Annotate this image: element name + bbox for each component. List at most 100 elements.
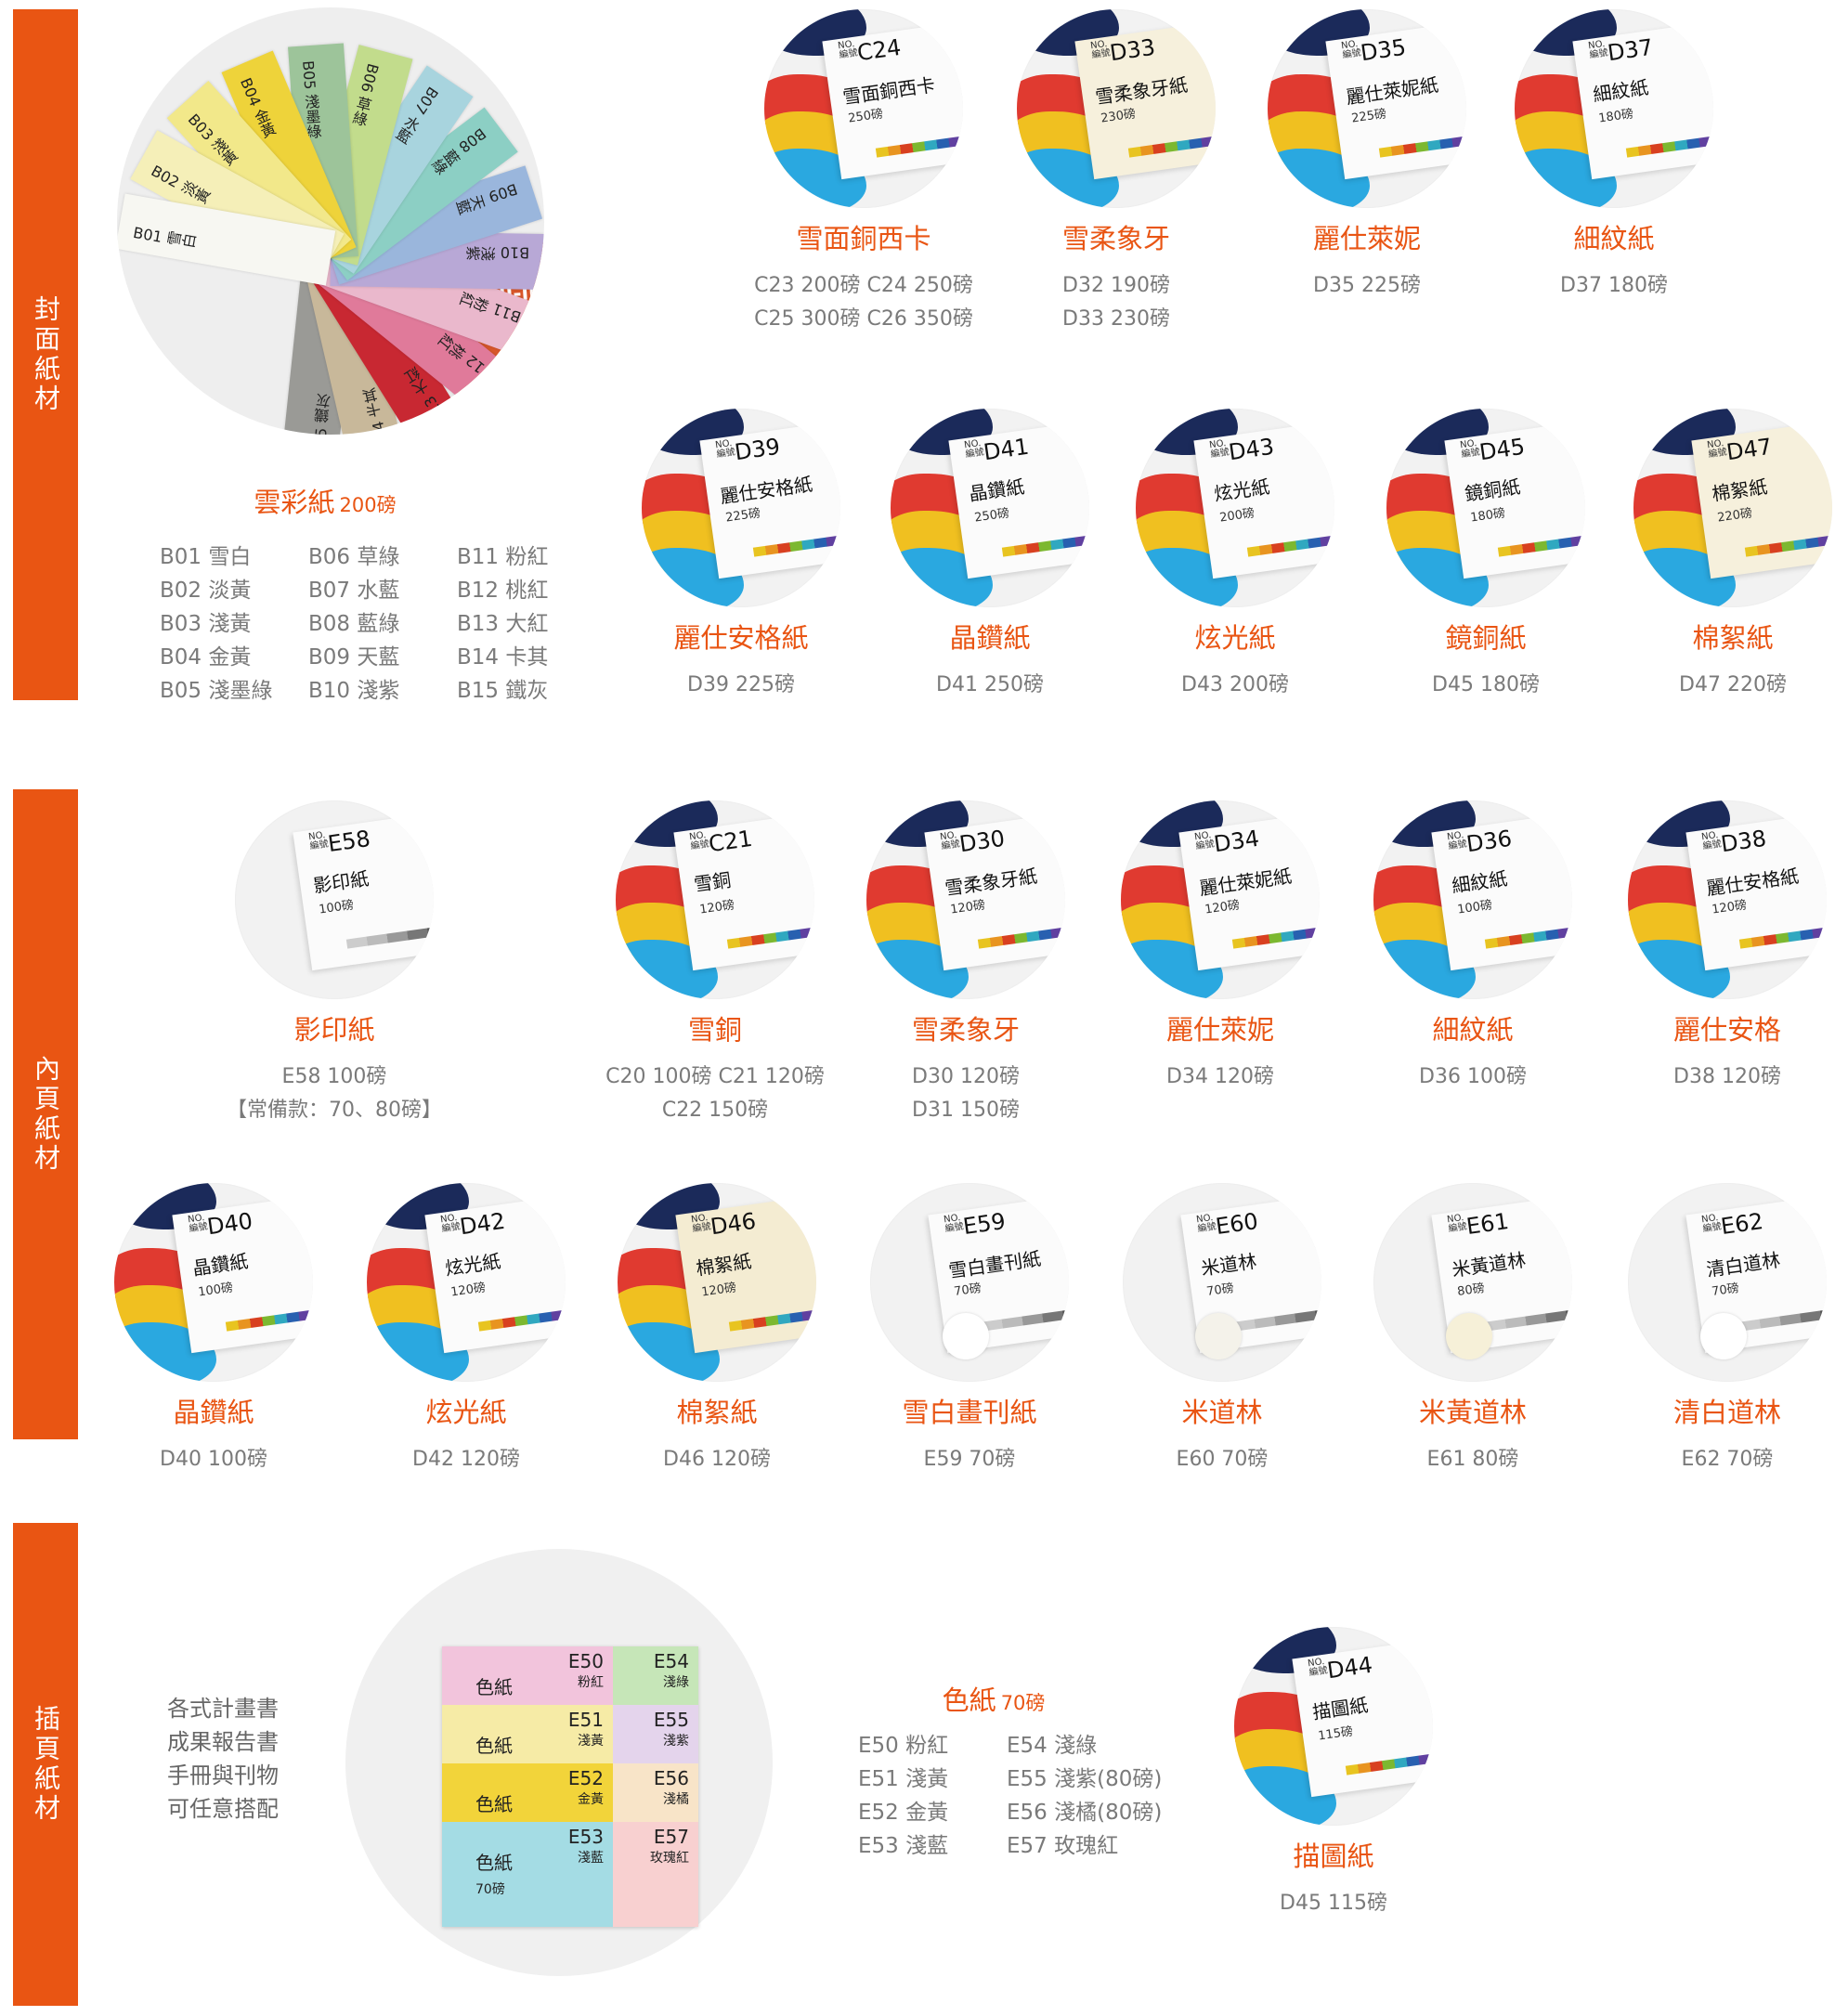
paper-detail: C23 200磅 C24 250磅 C25 300磅 C26 350磅: [754, 274, 973, 331]
color-card-cell: E53 淺藍 色紙 70磅: [442, 1822, 613, 1927]
paper-swatch: NO. 編號 E58 影印紙 100磅 影印紙 E58 100磅 【常備款：70、80磅】: [214, 800, 455, 1127]
paper-swatch: NO. 編號 D42 炫光紙 120磅 炫光紙 D42 120磅: [345, 1183, 587, 1476]
paper-name: 麗仕安格: [1672, 1014, 1781, 1046]
paper-swatch: NO. 編號 D40 晶鑽紙 100磅 晶鑽紙 D40 100磅: [93, 1183, 334, 1476]
paper-swatch: NO. 編號 D37 細紋紙 180磅 細紋紙 D37 180磅: [1493, 9, 1735, 303]
color-card-code: E55: [653, 1709, 689, 1731]
cloud-paper-fan-photo: B15 鐵灰 B14 卡其 B13 大紅 B12 桃紅 B11 粉紅 B10 淺紫 B09 …: [117, 7, 544, 435]
color-card-cell: E57 玫瑰紅: [613, 1822, 698, 1927]
paper-swatch-photo: NO. 編號 E60 米道林 70磅: [1123, 1183, 1321, 1382]
paper-detail: E61 80磅: [1426, 1448, 1519, 1471]
paper-swatch: NO. 編號 D30 雪柔象牙紙 120磅 雪柔象牙 D30 120磅 D31 150磅: [845, 800, 1087, 1127]
paper-name: 雪銅: [687, 1014, 742, 1046]
paper-name: 米道林: [1181, 1397, 1263, 1428]
paper-swatch-photo: NO. 編號 D44 描圖紙 115磅: [1234, 1627, 1433, 1826]
insert-use-item: 各式計畫書: [167, 1696, 279, 1722]
color-card-code: E54: [653, 1650, 689, 1672]
color-card-sub: 淺黃: [578, 1734, 604, 1749]
paper-swatch-photo: NO. 編號 D34 麗仕萊妮紙 120磅: [1121, 800, 1320, 999]
color-card-sub: 淺藍: [578, 1851, 604, 1866]
color-card-cell: E51 淺黃 色紙: [442, 1705, 613, 1763]
paper-swatch-photo: NO. 編號 C21 雪銅 120磅: [616, 800, 814, 999]
fan-card-label: B10 淺紫: [465, 242, 530, 262]
paper-swatch-photo: NO. 編號 D37 細紋紙 180磅: [1515, 9, 1713, 208]
insert-uses-list: 各式計畫書 成果報告書 手冊與刊物 可任意搭配: [167, 1692, 279, 1826]
cloud-paper-color-item: B03 淺黃: [160, 612, 252, 636]
cloud-paper-color-item: B11 粉紅: [457, 545, 549, 569]
cloud-paper-color-item: B10 淺紫: [308, 679, 400, 703]
paper-swatch-photo: NO. 編號 D46 棉絮紙 120磅: [618, 1183, 816, 1382]
paper-swatch-photo: NO. 編號 D40 晶鑽紙 100磅: [114, 1183, 313, 1382]
color-paper-card: E50 粉紅 色紙 E54 淺綠 E51 淺黃 色紙 E55 淺紫 E52 金黃 色紙 E56 淺橘 E53 淺…: [442, 1646, 698, 1927]
paper-detail: D38 120磅: [1673, 1065, 1781, 1088]
cloud-paper-color-item: B05 淺墨綠: [160, 679, 273, 703]
paper-detail: C20 100磅 C21 120磅 C22 150磅: [605, 1065, 825, 1122]
paper-name: 鏡銅紙: [1445, 622, 1527, 654]
paper-name: 影印紙: [293, 1014, 375, 1046]
paper-detail: D30 120磅 D31 150磅: [912, 1065, 1020, 1122]
paper-name: 清白道林: [1672, 1397, 1781, 1428]
paper-detail: E60 70磅: [1176, 1448, 1269, 1471]
cloud-paper-color-item: B02 淡黃: [160, 579, 252, 603]
paper-swatch-photo: NO. 編號 D38 麗仕安格紙 120磅: [1628, 800, 1827, 999]
paper-dot: [943, 1313, 989, 1359]
cloud-paper-color-item: B15 鐵灰: [457, 679, 549, 703]
paper-swatch-photo: NO. 編號 E62 清白道林 70磅: [1628, 1183, 1827, 1382]
paper-name: 雪柔象牙: [911, 1014, 1020, 1046]
paper-detail: D45 115磅: [1280, 1892, 1387, 1915]
color-card-cell: E55 淺紫: [613, 1705, 698, 1763]
color-paper-item: E54 淺綠: [1007, 1734, 1098, 1758]
paper-detail: D39 225磅: [687, 673, 795, 696]
paper-swatch-photo: NO. 編號 D47 棉絮紙 220磅: [1633, 409, 1832, 607]
paper-swatch: NO. 編號 C21 雪銅 120磅雪銅 C20 100磅 C21 120磅 C22 1…: [594, 800, 836, 1127]
paper-name: 雪柔象牙: [1061, 223, 1170, 254]
paper-swatch: NO. 編號 C24 雪面銅西卡 250磅 雪面銅西卡 C23 200磅 C24 250磅…: [743, 9, 984, 336]
color-card-label: 色紙: [475, 1852, 513, 1874]
paper-swatch-photo: NO. 編號 E58 影印紙 100磅: [235, 800, 434, 999]
section-tab-insert: 插頁紙材: [13, 1523, 78, 2006]
swatch-card-weight: 70磅: [953, 1281, 983, 1299]
paper-detail: E62 70磅: [1681, 1448, 1774, 1471]
paper-swatch: NO. 編號 D44 描圖紙 115磅描圖紙 D45 115磅: [1213, 1627, 1454, 1920]
paper-detail: D32 190磅 D33 230磅: [1062, 274, 1170, 331]
color-card-label: 色紙: [475, 1735, 513, 1757]
color-paper-item: E51 淺黃: [858, 1767, 949, 1791]
paper-name: 描圖紙: [1293, 1840, 1374, 1872]
paper-name: 晶鑽紙: [949, 622, 1031, 654]
insert-use-item: 手冊與刊物: [167, 1762, 279, 1788]
paper-name: 麗仕萊妮: [1312, 223, 1421, 254]
color-card-code: E51: [567, 1709, 604, 1731]
paper-swatch-photo: NO. 編號 D41 晶鑽紙 250磅: [891, 409, 1089, 607]
color-card-cell: E54 淺綠: [613, 1646, 698, 1705]
color-card-code: E53: [567, 1826, 604, 1848]
color-paper-item: E56 淺橘(80磅): [1007, 1801, 1163, 1825]
paper-detail: D46 120磅: [663, 1448, 771, 1471]
paper-detail: D45 180磅: [1432, 673, 1540, 696]
section-tab-inner: 內頁紙材: [13, 789, 78, 1439]
paper-detail: D47 220磅: [1679, 673, 1787, 696]
cloud-paper-color-item: B01 雪白: [160, 545, 252, 569]
paper-name: 米黃道林: [1418, 1397, 1527, 1428]
color-card-sub: 金黃: [578, 1792, 604, 1807]
cloud-paper-color-item: B14 卡其: [457, 645, 549, 670]
swatch-card-weight: 70磅: [1711, 1281, 1740, 1299]
fan-card-label: B01 雪白: [131, 223, 198, 253]
paper-swatch-photo: NO. 編號 D35 麗仕萊妮紙 225磅: [1268, 9, 1466, 208]
paper-name: 晶鑽紙: [173, 1397, 254, 1428]
paper-swatch: NO. 編號 D35 麗仕萊妮紙 225磅 麗仕萊妮 D35 225磅: [1246, 9, 1488, 303]
insert-use-item: 可任意搭配: [167, 1796, 279, 1822]
color-card-code: E50: [567, 1650, 604, 1672]
section-tab-cover: 封面紙材: [13, 9, 78, 700]
paper-swatch: NO. 編號 D45 鏡銅紙 180磅 鏡銅紙 D45 180磅: [1365, 409, 1607, 702]
cloud-paper-color-item: B06 草綠: [308, 545, 400, 569]
paper-swatch: NO. 編號 E60 米道林 70磅米道林 E60 70磅: [1101, 1183, 1343, 1476]
paper-name: 炫光紙: [425, 1397, 507, 1428]
color-card-code: E56: [653, 1767, 689, 1789]
cloud-paper-title: 雲彩紙 200磅: [254, 487, 397, 518]
color-paper-item: E53 淺藍: [858, 1834, 949, 1858]
paper-dot: [1195, 1313, 1242, 1359]
paper-swatch: NO. 編號 E62 清白道林 70磅清白道林 E62 70磅: [1607, 1183, 1848, 1476]
paper-swatch-photo: NO. 編號 D36 細紋紙 100磅: [1373, 800, 1572, 999]
paper-name: 雪面銅西卡: [796, 223, 931, 254]
color-paper-item: E55 淺紫(80磅): [1007, 1767, 1163, 1791]
